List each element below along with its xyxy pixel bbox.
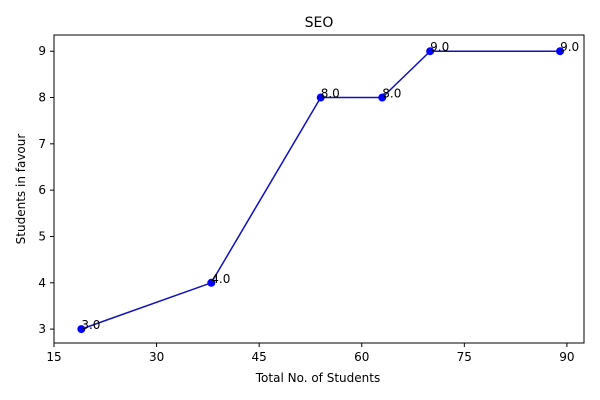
x-tick-label: 75: [457, 350, 472, 364]
y-tick-label: 4: [38, 276, 46, 290]
data-label: 9.0: [560, 40, 579, 54]
data-point: [556, 47, 565, 56]
y-tick-label: 6: [38, 183, 46, 197]
x-tick-label: 30: [149, 350, 164, 364]
data-point: [426, 47, 435, 56]
data-point: [316, 93, 325, 102]
x-tick-label: 90: [559, 350, 574, 364]
y-tick-label: 9: [38, 44, 46, 58]
y-axis-label: Students in favour: [14, 134, 28, 245]
x-axis-ticks: 15 30 45 60 75 90: [46, 343, 575, 364]
data-label: 3.0: [81, 318, 100, 332]
series-layer: 3.0 4.0 8.0 8.0 9.0 9.0: [77, 40, 579, 334]
data-point: [378, 93, 387, 102]
x-tick-label: 60: [354, 350, 369, 364]
series-line: [81, 50, 561, 330]
x-tick-label: 45: [252, 350, 267, 364]
chart-title: SEO: [305, 15, 334, 31]
x-axis-label: Total No. of Students: [255, 371, 380, 385]
y-tick-label: 8: [38, 91, 46, 105]
y-tick-label: 7: [38, 137, 46, 151]
y-axis-ticks: 3 4 5 6 7 8 9: [38, 44, 54, 336]
y-tick-label: 3: [38, 322, 46, 336]
data-point: [207, 278, 216, 287]
data-label: 8.0: [382, 87, 401, 101]
data-label: 8.0: [321, 87, 340, 101]
plot-area: [53, 34, 585, 344]
y-tick-label: 5: [38, 229, 46, 243]
x-tick-label: 15: [46, 350, 61, 364]
plot-frame: [53, 34, 585, 344]
data-label: 4.0: [211, 272, 230, 286]
data-point: [77, 325, 86, 334]
data-label: 9.0: [430, 40, 449, 54]
